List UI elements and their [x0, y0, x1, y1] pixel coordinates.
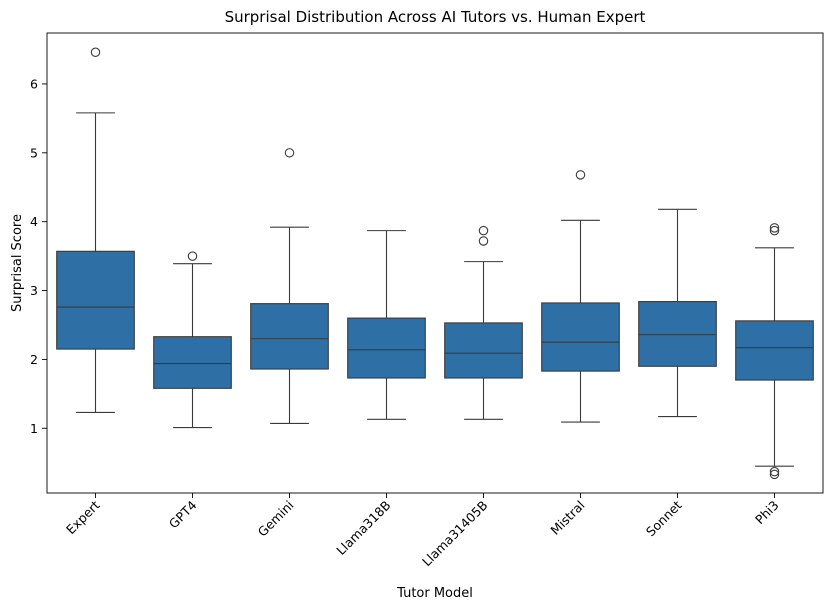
box-group-expert — [56, 47, 135, 413]
boxes-layer — [56, 47, 814, 480]
box-group-gemini — [250, 148, 329, 424]
outlier-point — [769, 223, 780, 233]
outlier-point — [187, 251, 198, 261]
x-axis: Expert GPT4 Gemini Llama318B Llama31405B Mist… — [63, 493, 782, 569]
iqr-box — [638, 301, 717, 367]
outlier-point — [90, 47, 101, 58]
plot-area-frame — [46, 32, 824, 494]
x-tick-label: Expert — [63, 497, 103, 537]
iqr-box — [541, 302, 620, 372]
box-group-phi3 — [735, 223, 814, 480]
outlier-point — [769, 466, 780, 477]
iqr-box — [153, 336, 232, 389]
outlier-point — [478, 225, 489, 236]
box-group-sonnet — [638, 208, 717, 418]
iqr-box — [56, 250, 135, 350]
box-group-llama318b — [347, 230, 426, 420]
box-group-gpt4 — [153, 251, 232, 429]
x-tick-label: Mistral — [547, 498, 587, 538]
y-tick-label: 6 — [30, 76, 38, 91]
y-tick-label: 3 — [30, 283, 38, 298]
iqr-box — [735, 320, 814, 381]
y-tick-label: 2 — [30, 352, 38, 367]
x-tick-label: Llama318B — [333, 498, 393, 558]
box-group-llama31405b — [444, 225, 523, 420]
x-tick-label: GPT4 — [166, 497, 200, 531]
iqr-box — [444, 322, 523, 379]
y-tick-label: 5 — [30, 145, 38, 160]
outlier-point — [478, 236, 489, 246]
outlier-point — [769, 225, 780, 236]
box-group-mistral — [541, 170, 620, 423]
iqr-box — [347, 317, 426, 379]
chart-title: Surprisal Distribution Across AI Tutors … — [225, 8, 646, 26]
outlier-point — [284, 148, 295, 158]
outlier-point — [575, 170, 586, 180]
y-axis-label: Surprisal Score — [10, 214, 25, 312]
outlier-point — [769, 469, 780, 480]
iqr-box — [250, 303, 329, 370]
x-tick-label: Sonnet — [643, 497, 685, 539]
y-tick-label: 1 — [30, 421, 38, 436]
y-axis: 1 2 3 4 5 6 — [30, 76, 47, 436]
x-tick-label: Llama31405B — [419, 498, 491, 570]
x-tick-label: Gemini — [255, 498, 297, 540]
x-axis-label: Tutor Model — [396, 586, 473, 601]
x-tick-label: Phi3 — [752, 498, 782, 528]
y-tick-label: 4 — [30, 214, 38, 229]
